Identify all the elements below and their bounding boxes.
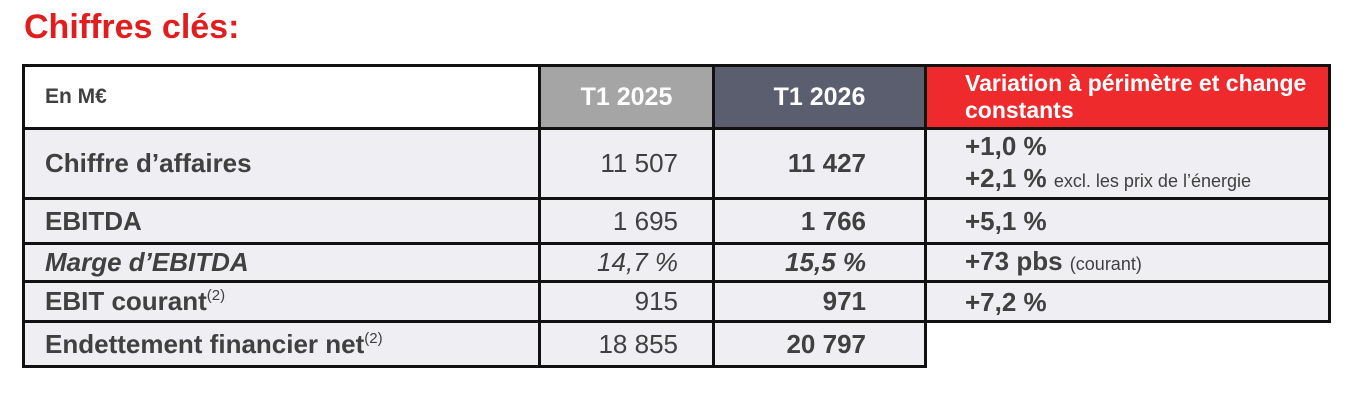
row-label-cell: EBITDA <box>22 197 541 245</box>
variation-value: +73 pbs <box>965 246 1063 276</box>
row-label: Endettement financier net <box>45 328 365 359</box>
variation-line: +1,0 % <box>965 130 1328 162</box>
key-figures-table: En M€ T1 2025 T1 2026 Variation à périmètre… <box>22 64 1331 368</box>
variation-value: +1,0 % <box>965 131 1047 161</box>
row-label: EBIT courant <box>45 286 207 316</box>
value-cell: 915 <box>538 280 715 323</box>
row-label: EBITDA <box>45 205 142 236</box>
variation-cell: +1,0 % +2,1 % excl. les prix de l’énergie <box>924 127 1331 200</box>
value-cell: 14,7 % <box>538 242 715 283</box>
row-label-cell: Endettement financier net(2) <box>22 320 541 368</box>
variation-line: +7,2 % <box>965 286 1328 318</box>
table-row: EBITDA 1 695 1 766 +5,1 % <box>22 197 1331 245</box>
value-cell: 971 <box>712 280 927 323</box>
column-header: T1 2026 <box>712 64 927 130</box>
value-cell: 1 766 <box>712 197 927 245</box>
row-label: Marge d’EBITDA <box>45 247 249 277</box>
value-cell: 15,5 % <box>712 242 927 283</box>
value-cell: 11 427 <box>712 127 927 200</box>
row-label-cell: Chiffre d’affaires <box>22 127 541 200</box>
footnote-ref: (2) <box>206 287 226 304</box>
variation-value: +5,1 % <box>965 206 1047 236</box>
value-cell: 11 507 <box>538 127 715 200</box>
variation-cell: +7,2 % <box>924 280 1331 323</box>
variation-line: +73 pbs (courant) <box>965 245 1328 280</box>
title: Chiffres clés: <box>24 8 240 46</box>
column-header: T1 2025 <box>538 64 715 130</box>
table-row: Endettement financier net(2) 18 855 20 797 <box>22 320 1330 368</box>
table-body: Chiffre d’affaires 11 507 11 427 +1,0 % +2,1… <box>22 127 1331 368</box>
value-cell: 18 855 <box>538 320 715 368</box>
column-header: En M€ <box>22 64 541 130</box>
column-header: Variation à périmètre et change constant… <box>924 64 1331 130</box>
footnote-ref: (2) <box>364 329 383 347</box>
variation-value: +2,1 % <box>965 163 1047 193</box>
value-cell: 20 797 <box>712 320 927 368</box>
table-row: Marge d’EBITDA 14,7 % 15,5 % +73 pbs (coura… <box>22 242 1331 283</box>
variation-cell: +73 pbs (courant) <box>924 242 1331 283</box>
variation-value: +7,2 % <box>965 286 1047 317</box>
empty-cell <box>925 321 1330 367</box>
header-row: En M€ T1 2025 T1 2026 Variation à périmètre… <box>22 64 1331 130</box>
variation-cell: +5,1 % <box>924 197 1331 245</box>
row-label-cell: EBIT courant(2) <box>22 280 541 323</box>
row-label: Chiffre d’affaires <box>45 148 252 178</box>
value-cell: 1 695 <box>538 197 715 245</box>
table-row: Chiffre d’affaires 11 507 11 427 +1,0 % +2,1… <box>22 127 1331 200</box>
table-row: EBIT courant(2) 915 971 +7,2 % <box>22 280 1331 323</box>
variation-line: +5,1 % <box>965 205 1328 237</box>
row-label-cell: Marge d’EBITDA <box>22 242 541 283</box>
variation-note: (courant) <box>1069 254 1142 274</box>
variation-line: +2,1 % excl. les prix de l’énergie <box>965 162 1328 197</box>
variation-note: excl. les prix de l’énergie <box>1053 171 1252 191</box>
